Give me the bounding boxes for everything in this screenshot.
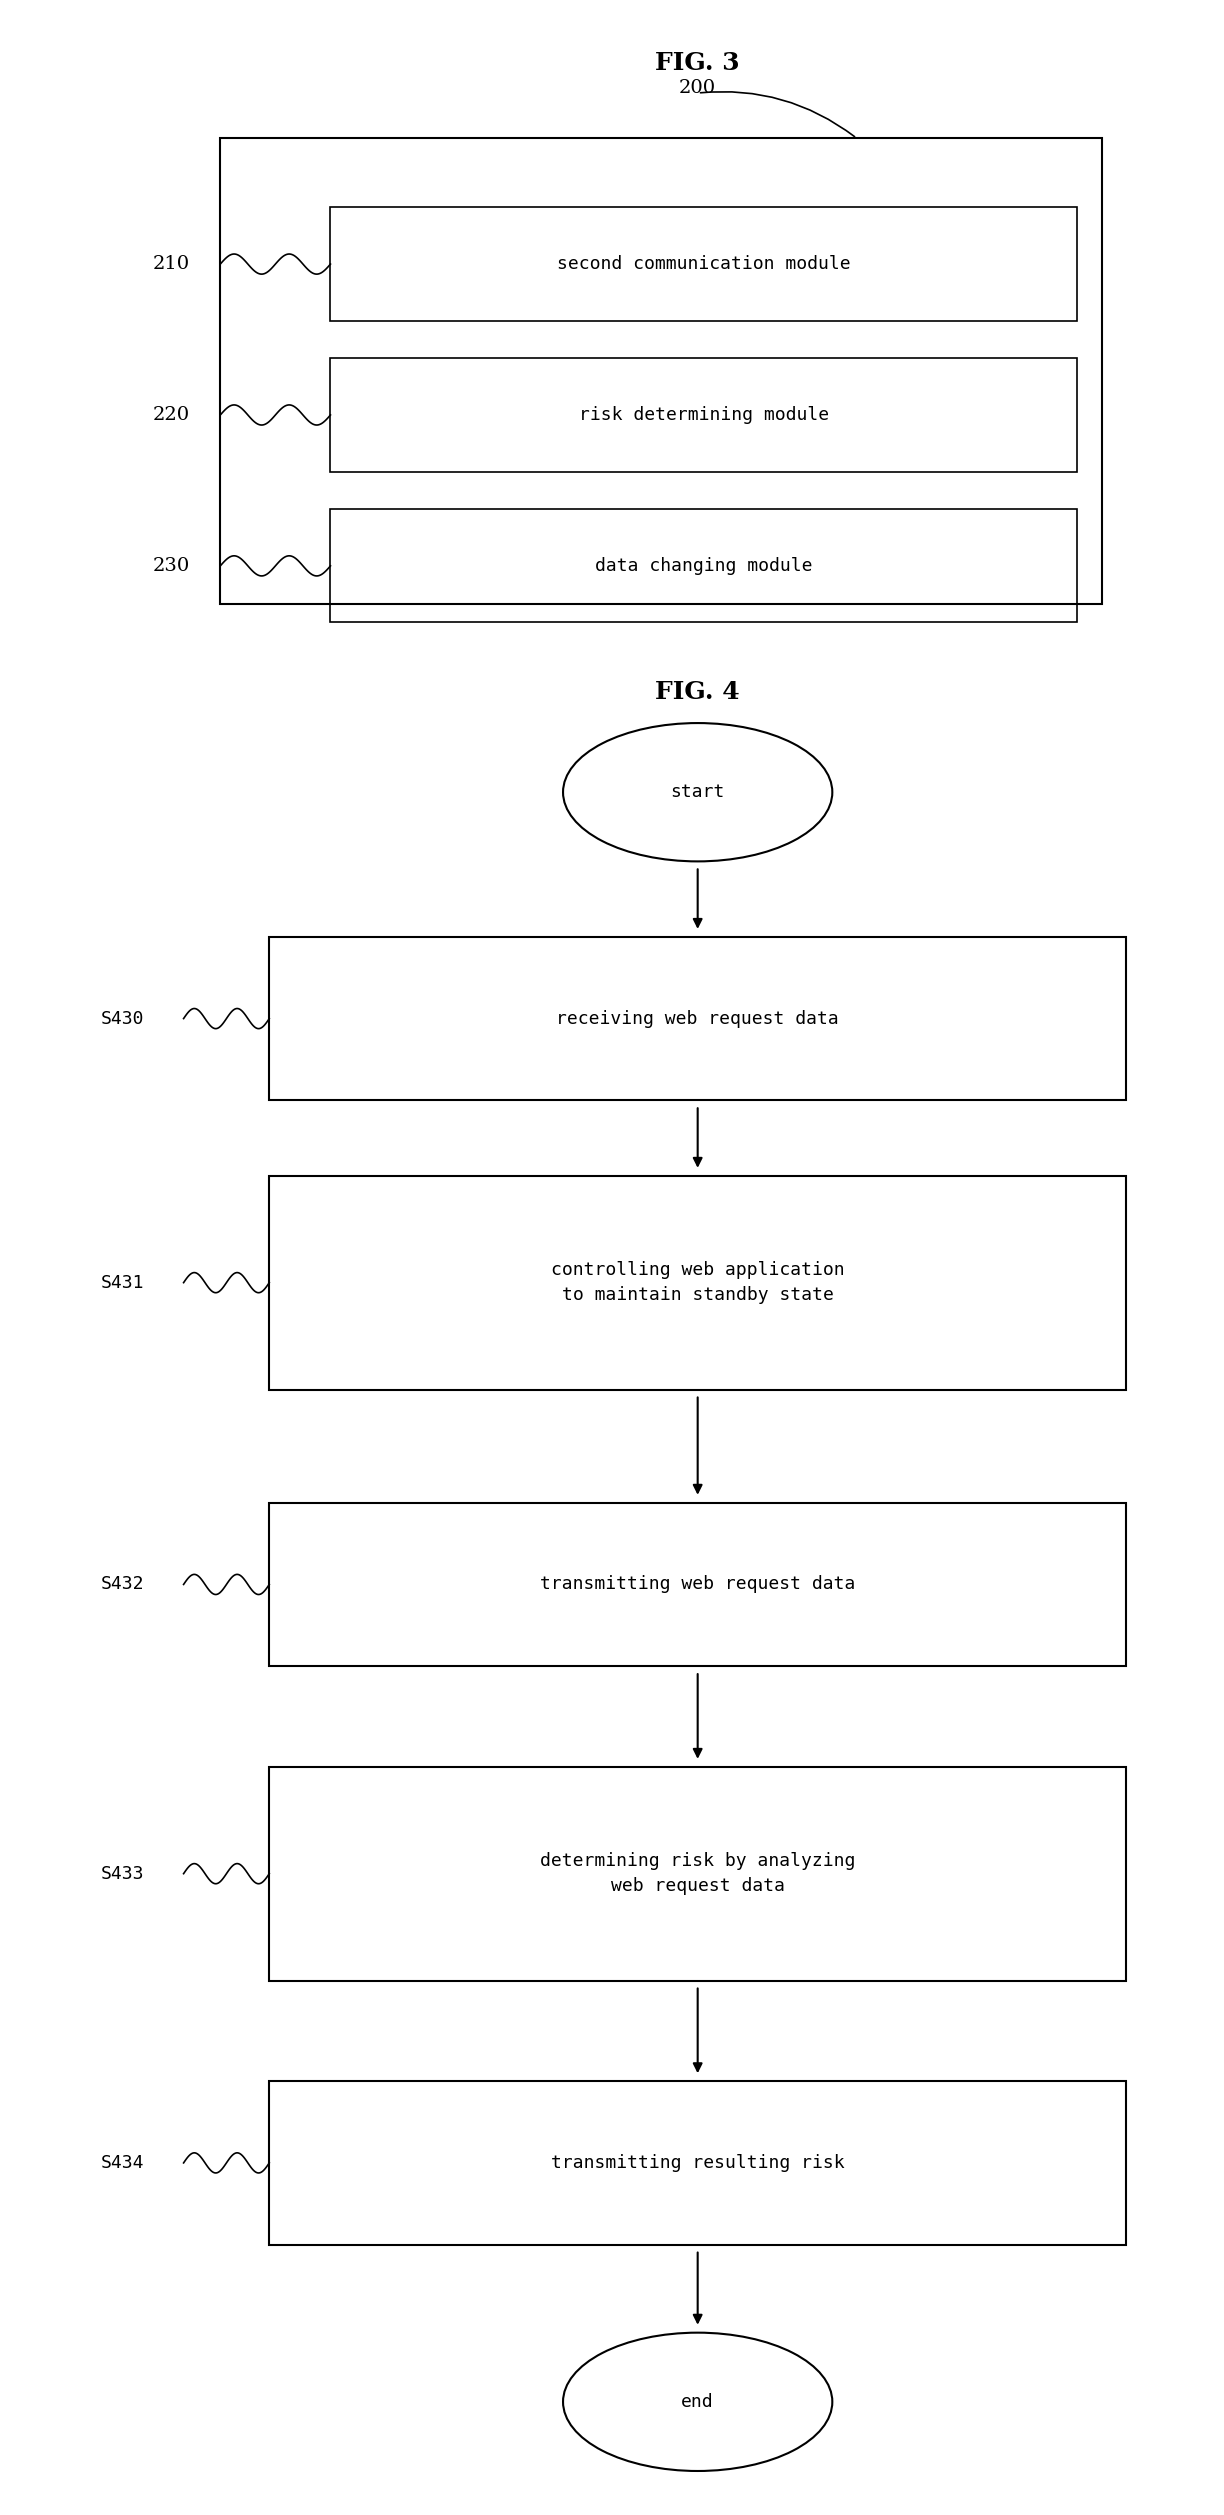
Text: transmitting web request data: transmitting web request data <box>540 1574 856 1595</box>
Text: S430: S430 <box>100 1009 144 1029</box>
Text: end: end <box>682 2392 714 2412</box>
Text: controlling web application
to maintain standby state: controlling web application to maintain … <box>551 1260 845 1305</box>
Text: S431: S431 <box>100 1273 144 1293</box>
Text: risk determining module: risk determining module <box>579 405 829 425</box>
Text: FIG. 3: FIG. 3 <box>655 50 741 75</box>
Text: 220: 220 <box>153 405 190 425</box>
Text: determining risk by analyzing
web request data: determining risk by analyzing web reques… <box>540 1851 856 1896</box>
Text: receiving web request data: receiving web request data <box>556 1009 840 1029</box>
Text: S432: S432 <box>100 1574 144 1595</box>
Text: 230: 230 <box>153 556 190 576</box>
Text: S433: S433 <box>100 1864 144 1884</box>
Text: FIG. 4: FIG. 4 <box>655 679 741 704</box>
Text: S434: S434 <box>100 2153 144 2173</box>
Text: 210: 210 <box>153 254 190 274</box>
Text: second communication module: second communication module <box>557 254 851 274</box>
Text: transmitting resulting risk: transmitting resulting risk <box>551 2153 845 2173</box>
Text: data changing module: data changing module <box>595 556 813 576</box>
Text: 200: 200 <box>679 78 716 98</box>
Text: start: start <box>671 782 725 802</box>
